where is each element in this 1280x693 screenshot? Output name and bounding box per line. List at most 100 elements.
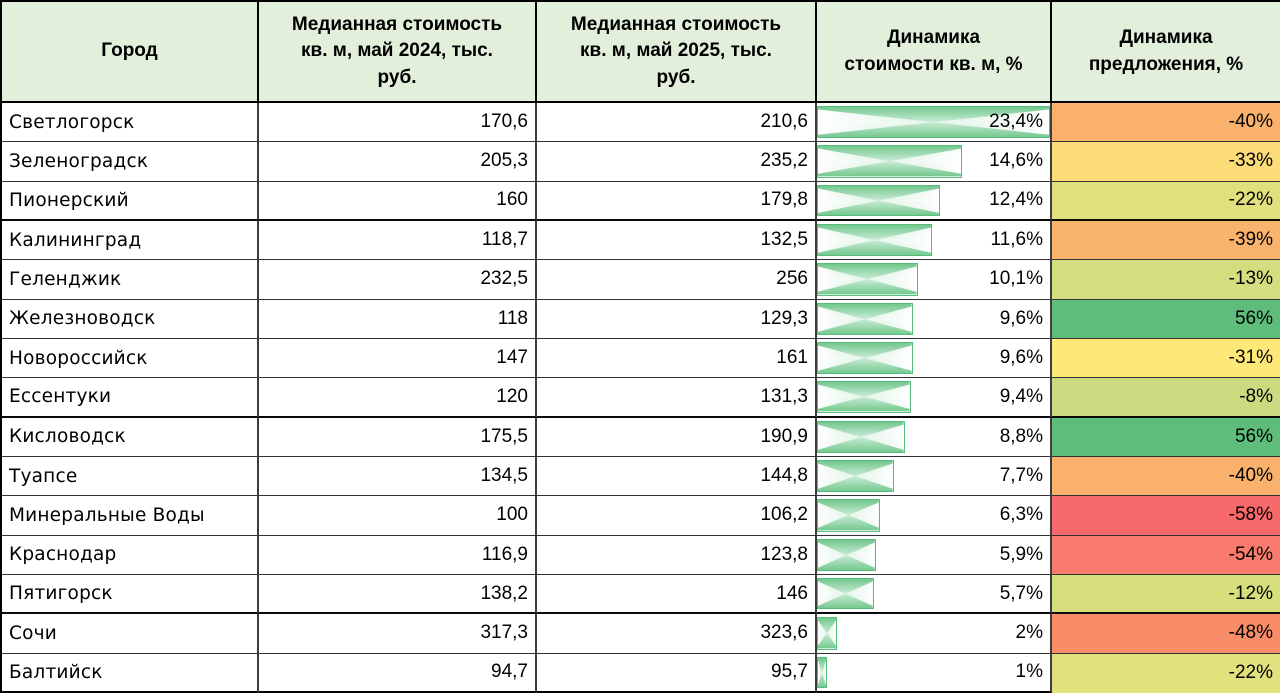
city-cell: Калининград: [2, 220, 259, 261]
price-dynamics-label: 10,1%: [989, 268, 1043, 290]
city-cell: Пятигорск: [2, 574, 259, 615]
price-2024-cell: 94,7: [259, 653, 537, 693]
price-2025-cell: 106,2: [537, 496, 817, 536]
price-2024-value: 120: [496, 385, 528, 407]
price-2025-cell: 235,2: [537, 142, 817, 182]
city-cell: Железноводск: [2, 299, 259, 339]
city-label: Железноводск: [9, 308, 156, 330]
table-row: Ессентуки 120 131,3 9,4% -8%: [2, 378, 1280, 418]
city-cell: Новороссийск: [2, 338, 259, 379]
column-header-price-2025: Медианная стоимость кв. м, май 2025, тыс…: [537, 2, 817, 103]
city-cell: Кисловодск: [2, 417, 259, 457]
price-dynamics-label: 5,7%: [999, 582, 1043, 604]
price-2024-cell: 118: [259, 299, 537, 339]
supply-dynamics-cell: 56%: [1052, 417, 1280, 457]
price-dynamics-cell: 5,7%: [817, 574, 1052, 615]
supply-dynamics-cell: -39%: [1052, 220, 1280, 261]
price-2025-cell: 323,6: [537, 614, 817, 654]
table-row: Краснодар 116,9 123,8 5,9% -54%: [2, 535, 1280, 575]
price-2024-value: 118,7: [481, 229, 528, 251]
supply-dynamics-cell: -31%: [1052, 338, 1280, 379]
price-2025-cell: 179,8: [537, 181, 817, 221]
price-2024-value: 205,3: [480, 150, 528, 172]
city-cell: Минеральные Воды: [2, 496, 259, 536]
price-2025-cell: 95,7: [537, 653, 817, 693]
price-2025-value: 146: [776, 582, 808, 604]
price-dynamics-cell: 10,1%: [817, 260, 1052, 300]
price-dynamics-bar: [817, 656, 827, 688]
price-dynamics-label: 5,9%: [999, 543, 1043, 565]
table-row: Калининград 118,7 132,5 11,6% -39%: [2, 220, 1280, 261]
city-cell: Туапсе: [2, 456, 259, 497]
price-dynamics-label: 9,6%: [999, 307, 1043, 329]
price-2024-value: 160: [496, 189, 528, 211]
supply-dynamics-cell: -12%: [1052, 574, 1280, 615]
supply-dynamics-value: -33%: [1228, 150, 1273, 172]
price-dynamics-label: 14,6%: [989, 150, 1043, 172]
price-2024-value: 100: [496, 504, 528, 526]
city-label: Ессентуки: [9, 386, 112, 408]
supply-dynamics-cell: 56%: [1052, 299, 1280, 339]
city-label: Сочи: [9, 622, 57, 644]
column-header-supply-dynamics: Динамика предложения, %: [1052, 2, 1280, 103]
supply-dynamics-cell: -8%: [1052, 378, 1280, 418]
supply-dynamics-cell: -22%: [1052, 181, 1280, 221]
table-row: Геленджик 232,5 256 10,1% -13%: [2, 260, 1280, 300]
price-2024-cell: 160: [259, 181, 537, 221]
supply-dynamics-value: -40%: [1228, 111, 1273, 133]
price-dynamics-cell: 6,3%: [817, 496, 1052, 536]
price-2025-value: 131,3: [760, 385, 808, 407]
price-dynamics-bar: [817, 617, 837, 650]
supply-dynamics-value: -48%: [1228, 622, 1273, 644]
price-dynamics-bar: [817, 420, 905, 453]
price-2025-cell: 146: [537, 574, 817, 615]
supply-dynamics-cell: -40%: [1052, 103, 1280, 143]
supply-dynamics-value: -39%: [1228, 229, 1273, 251]
price-dynamics-label: 9,4%: [999, 385, 1043, 407]
price-dynamics-label: 2%: [1015, 622, 1043, 644]
table-row: Сочи 317,3 323,6 2% -48%: [2, 614, 1280, 654]
price-2024-value: 94,7: [491, 661, 528, 683]
city-label: Балтийск: [9, 661, 103, 683]
price-dynamics-bar: [817, 459, 894, 493]
price-dynamics-cell: 11,6%: [817, 220, 1052, 261]
price-2024-cell: 120: [259, 378, 537, 418]
price-dynamics-label: 7,7%: [999, 465, 1043, 487]
price-dynamics-cell: 2%: [817, 614, 1052, 654]
price-dynamics-label: 6,3%: [999, 504, 1043, 526]
city-cell: Балтийск: [2, 653, 259, 693]
table-row: Пятигорск 138,2 146 5,7% -12%: [2, 574, 1280, 615]
price-2025-value: 190,9: [760, 425, 808, 447]
price-dynamics-cell: 9,4%: [817, 378, 1052, 418]
table-row: Светлогорск 170,6 210,6 23,4% -40%: [2, 103, 1280, 143]
city-label: Кисловодск: [9, 426, 126, 448]
price-2024-cell: 138,2: [259, 574, 537, 615]
price-dynamics-bar: [817, 145, 963, 178]
city-label: Пятигорск: [9, 583, 113, 605]
table-header-row: Город Медианная стоимость кв. м, май 202…: [2, 2, 1280, 103]
supply-dynamics-cell: -33%: [1052, 142, 1280, 182]
price-2025-cell: 256: [537, 260, 817, 300]
price-dynamics-bar: [817, 223, 933, 257]
city-cell: Геленджик: [2, 260, 259, 300]
price-dynamics-cell: 14,6%: [817, 142, 1052, 182]
price-dynamics-cell: 5,9%: [817, 535, 1052, 575]
supply-dynamics-cell: -48%: [1052, 614, 1280, 654]
supply-dynamics-value: -58%: [1228, 504, 1273, 526]
price-dynamics-cell: 8,8%: [817, 417, 1052, 457]
price-2024-value: 116,9: [481, 543, 528, 565]
price-2024-value: 170,6: [480, 111, 528, 133]
supply-dynamics-value: -13%: [1228, 268, 1273, 290]
table-row: Пионерский 160 179,8 12,4% -22%: [2, 181, 1280, 221]
supply-dynamics-cell: -13%: [1052, 260, 1280, 300]
price-2025-value: 106,2: [760, 504, 808, 526]
price-dynamics-cell: 9,6%: [817, 299, 1052, 339]
city-label: Зеленоградск: [9, 150, 149, 172]
price-2024-value: 317,3: [480, 622, 528, 644]
price-dynamics-bar: [817, 184, 941, 216]
price-2024-cell: 147: [259, 338, 537, 379]
price-2025-value: 323,6: [760, 622, 808, 644]
price-2025-cell: 210,6: [537, 103, 817, 143]
price-2024-cell: 175,5: [259, 417, 537, 457]
column-header-price-2024: Медианная стоимость кв. м, май 2024, тыс…: [259, 2, 537, 103]
